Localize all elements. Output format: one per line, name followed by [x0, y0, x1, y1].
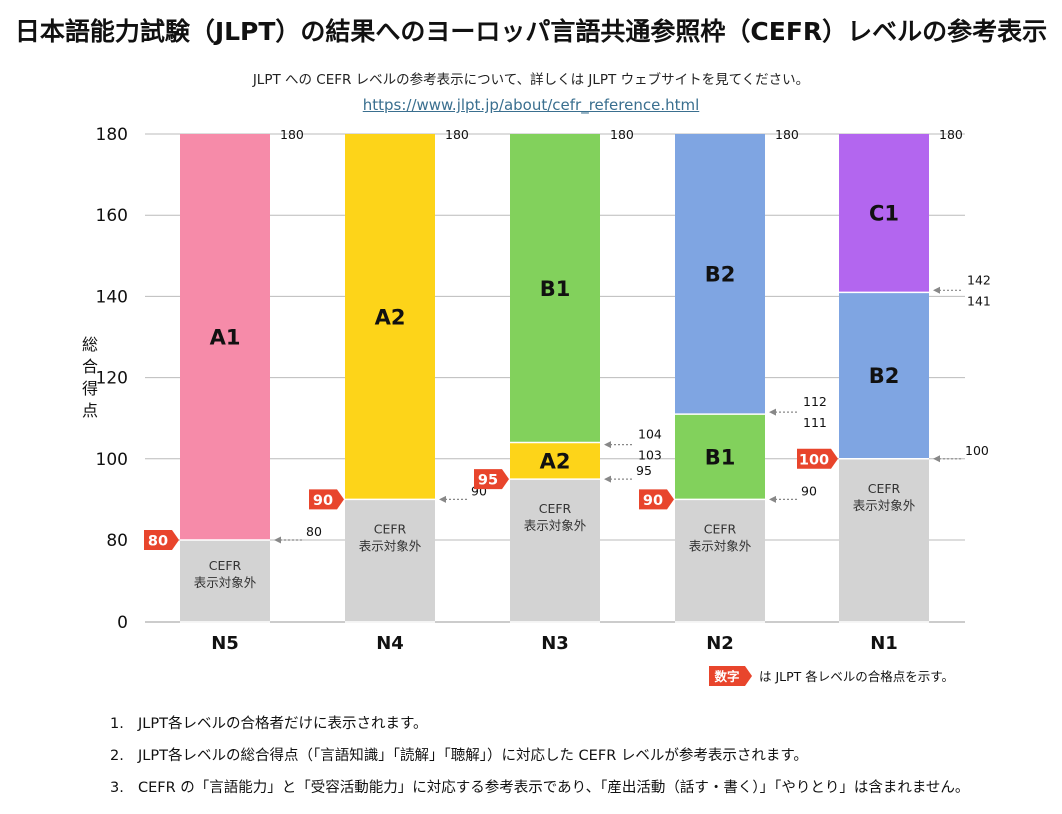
score-boundary-label: 95	[636, 463, 652, 478]
boundary-arrow-head	[769, 408, 776, 416]
bar-segment-c1	[839, 134, 929, 293]
x-category-label: N3	[541, 633, 569, 654]
y-tick-label: 160	[96, 206, 128, 226]
bar-segment-a2	[510, 442, 600, 480]
pass-mark-value: 100	[799, 452, 829, 468]
y-axis-label-char: 点	[82, 401, 98, 420]
x-category-label: N5	[211, 633, 239, 654]
cefr-level-label: B1	[540, 277, 571, 301]
score-boundary-label: 180	[775, 127, 799, 142]
cefr-level-label: B1	[705, 445, 736, 469]
y-tick-label: 0	[117, 613, 128, 633]
note-number: 3.	[110, 780, 124, 796]
score-boundary-label: 141	[967, 293, 991, 308]
note-text: CEFR の「言語能力」と「受容活動能力」に対応する参考表示であり、「産出活動（…	[138, 780, 970, 796]
score-boundary-label: 142	[967, 272, 991, 287]
pass-mark-tag	[797, 448, 838, 469]
boundary-arrow-head	[439, 495, 446, 503]
score-boundary-label: 180	[445, 127, 469, 142]
cefr-level-label: A2	[375, 305, 406, 329]
y-tick-label: 80	[106, 531, 128, 551]
cefr-none-label: 表示対象外	[194, 575, 257, 590]
bar-segment-b2	[839, 292, 929, 459]
pass-mark-tag	[309, 489, 344, 510]
bar-segment-none	[180, 540, 270, 622]
cefr-none-label: CEFR	[374, 521, 407, 536]
cefr-level-label: B2	[869, 364, 900, 388]
bar-segment-b1	[510, 134, 600, 443]
score-boundary-label: 112	[803, 394, 827, 409]
score-boundary-label: 103	[638, 448, 662, 463]
bar-segment-b2	[675, 134, 765, 415]
bar-segment-none	[839, 458, 929, 622]
bar-segment-none	[345, 499, 435, 622]
score-boundary-label: 111	[803, 415, 827, 430]
cefr-level-label: C1	[869, 202, 899, 226]
cefr-none-label: CEFR	[209, 558, 242, 573]
score-boundary-label: 180	[939, 127, 963, 142]
boundary-arrow-head	[769, 495, 776, 503]
score-boundary-label: 90	[801, 483, 817, 498]
pass-mark-value: 90	[643, 493, 663, 509]
pass-mark-value: 90	[313, 493, 333, 509]
boundary-arrow-head	[933, 286, 940, 294]
reference-link[interactable]: https://www.jlpt.jp/about/cefr_reference…	[362, 96, 700, 114]
cefr-none-label: CEFR	[868, 481, 901, 496]
bar-segment-none	[510, 479, 600, 622]
pass-mark-tag	[474, 469, 509, 490]
cefr-none-label: 表示対象外	[689, 538, 752, 553]
legend-badge	[709, 666, 752, 686]
note-text: JLPT各レベルの総合得点（「言語知識」「読解」「聴解」）に対応した CEFR …	[138, 748, 808, 764]
cefr-none-label: 表示対象外	[853, 498, 916, 513]
reference-link-container: https://www.jlpt.jp/about/cefr_reference…	[0, 96, 1062, 114]
bar-segment-b1	[675, 414, 765, 500]
score-boundary-label: 104	[638, 427, 662, 442]
pass-mark-value: 80	[148, 534, 168, 550]
score-boundary-label: 100	[965, 443, 989, 458]
cefr-none-label: CEFR	[539, 501, 572, 516]
pass-mark-value: 95	[478, 473, 498, 489]
legend-note-text: は JLPT 各レベルの合格点を示す。	[759, 669, 954, 684]
score-boundary-label: 180	[280, 127, 304, 142]
note-number: 1.	[110, 716, 124, 732]
bar-segment-none	[675, 499, 765, 622]
x-category-label: N2	[706, 633, 734, 654]
cefr-none-label: 表示対象外	[359, 538, 422, 553]
y-tick-label: 140	[96, 287, 128, 307]
cefr-none-label: CEFR	[704, 521, 737, 536]
cefr-level-label: A1	[210, 326, 241, 350]
subtitle: JLPT への CEFR レベルの参考表示について、詳しくは JLPT ウェブサ…	[252, 72, 810, 88]
boundary-arrow-head	[604, 441, 611, 449]
y-tick-label: 180	[96, 125, 128, 145]
pass-mark-tag	[639, 489, 674, 510]
pass-mark-tag	[144, 530, 179, 550]
y-tick-label: 100	[96, 450, 128, 470]
notes-list: 1. JLPT各レベルの合格者だけに表示されます。 2. JLPT各レベルの総合得点…	[110, 714, 969, 810]
boundary-arrow-head	[274, 536, 281, 544]
bar-segment-a1	[180, 134, 270, 540]
x-category-label: N1	[870, 633, 898, 654]
y-axis-label-char: 総	[82, 335, 98, 354]
x-category-label: N4	[376, 633, 404, 654]
page-title: 日本語能力試験（JLPT）の結果へのヨーロッパ言語共通参照枠（CEFR）レベルの…	[14, 17, 1048, 46]
cefr-level-label: B2	[705, 263, 736, 287]
y-axis-label-char: 得	[82, 379, 98, 398]
note-number: 2.	[110, 748, 124, 764]
boundary-arrow-head	[933, 455, 940, 463]
y-tick-label: 120	[96, 369, 128, 389]
score-boundary-label: 180	[610, 127, 634, 142]
jlpt-cefr-chart: 0 80 100 120 140 160 180 総合得点 CEFR 表示対象外 A1 80 180 80…	[82, 125, 991, 686]
note-text: JLPT各レベルの合格者だけに表示されます。	[138, 716, 428, 732]
note-item: 2. JLPT各レベルの総合得点（「言語知識」「読解」「聴解」）に対応した CEF…	[110, 746, 969, 778]
boundary-arrow-head	[604, 475, 611, 483]
note-item: 1. JLPT各レベルの合格者だけに表示されます。	[110, 714, 969, 746]
legend-badge-text: 数字	[713, 669, 739, 684]
y-axis-label-char: 合	[82, 357, 98, 376]
cefr-none-label: 表示対象外	[524, 518, 587, 533]
cefr-level-label: A2	[540, 449, 571, 473]
score-boundary-label: 80	[306, 524, 322, 539]
bar-segment-a2	[345, 134, 435, 500]
note-item: 3. CEFR の「言語能力」と「受容活動能力」に対応する参考表示であり、「産出活…	[110, 778, 969, 810]
